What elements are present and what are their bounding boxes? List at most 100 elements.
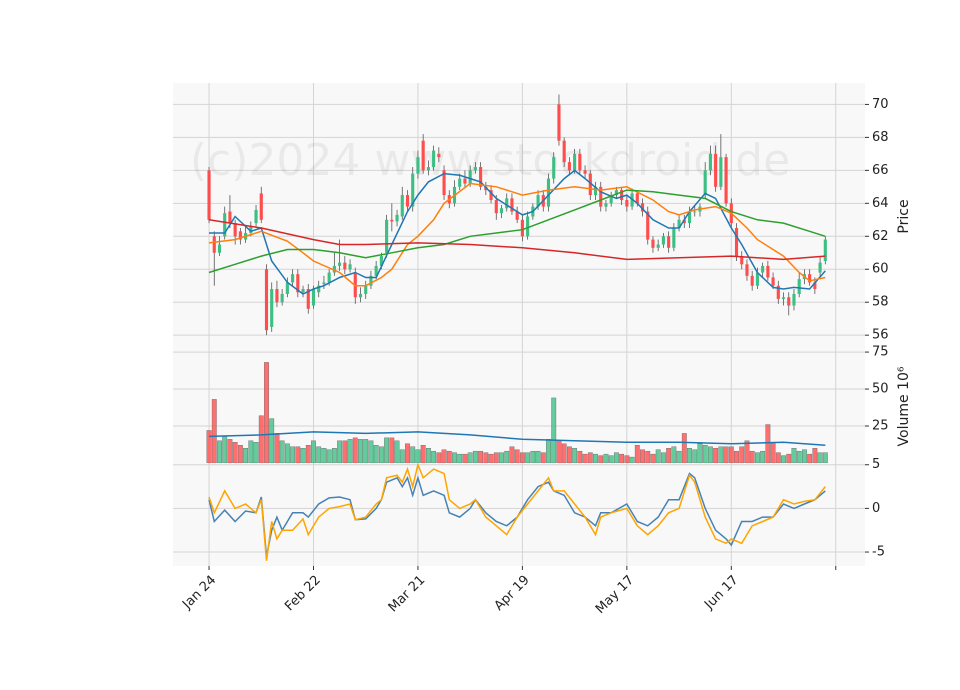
- volume-bar: [358, 439, 363, 464]
- y-tick-label: -5: [872, 545, 885, 560]
- candle-body: [792, 293, 796, 306]
- volume-bar: [645, 450, 651, 464]
- volume-bar: [504, 450, 510, 464]
- candle-body: [740, 256, 744, 265]
- volume-bar: [248, 440, 254, 464]
- volume-bar: [660, 452, 666, 464]
- candle-body: [468, 170, 472, 184]
- candle-body: [317, 285, 321, 293]
- line: [208, 182, 826, 287]
- candle-body: [771, 277, 775, 286]
- volume-bar: [807, 453, 813, 464]
- volume-bar: [525, 452, 531, 464]
- volume-bar: [619, 453, 625, 464]
- volume-bar: [337, 440, 343, 464]
- volume-bar: [781, 455, 786, 464]
- volume-bar: [258, 415, 264, 464]
- volume-bar: [436, 452, 442, 464]
- volume-bar: [713, 448, 719, 464]
- volume-bar: [629, 456, 635, 464]
- volume-bar: [593, 453, 598, 464]
- y-tick-label: 66: [872, 163, 889, 178]
- candle-body: [724, 157, 728, 204]
- candle-body: [708, 153, 712, 171]
- candle-body: [687, 211, 692, 224]
- volume-bar: [566, 446, 572, 464]
- candle-body: [285, 282, 289, 294]
- volume-bar: [363, 439, 369, 464]
- candle-body: [797, 279, 801, 294]
- candle-body: [734, 228, 739, 257]
- candle-body: [703, 170, 707, 196]
- panel-background: [173, 83, 865, 350]
- y-tick-label: 68: [872, 130, 889, 145]
- candle-body: [463, 178, 467, 184]
- y-tick-label: 56: [872, 328, 889, 343]
- candle-body: [264, 269, 269, 331]
- volume-bar: [300, 448, 306, 464]
- y-tick-label: 62: [872, 229, 889, 244]
- volume-bar: [264, 362, 269, 464]
- candle-body: [588, 173, 592, 196]
- volume-bar: [509, 446, 515, 464]
- volume-bar: [222, 436, 228, 464]
- volume-bar: [290, 446, 296, 464]
- candle-body: [761, 265, 765, 273]
- candle-body: [552, 157, 556, 179]
- candle-body: [526, 216, 530, 237]
- volume-bar: [702, 445, 708, 464]
- candle-body: [640, 203, 645, 212]
- volume-bar: [530, 450, 536, 464]
- volume-bar: [295, 446, 301, 464]
- volume-bar: [796, 450, 802, 464]
- volume-bar: [431, 450, 437, 464]
- volume-bar: [734, 450, 739, 464]
- candle-body: [338, 262, 342, 266]
- volume-bar: [598, 455, 604, 464]
- volume-bar: [749, 450, 755, 464]
- candle-body: [520, 219, 524, 237]
- candle-body: [238, 231, 242, 240]
- candle-body: [379, 256, 383, 266]
- volume-bar: [697, 443, 703, 464]
- candle-body: [672, 228, 676, 248]
- y-tick-label: 0: [872, 501, 880, 516]
- volume-bar: [284, 443, 290, 464]
- volume-bar: [420, 445, 426, 464]
- candle-body: [599, 186, 603, 207]
- candle-body: [620, 190, 624, 201]
- volume-bar: [760, 450, 766, 464]
- volume-bar: [561, 443, 567, 464]
- volume-bar: [499, 452, 504, 464]
- volume-bar: [551, 397, 557, 464]
- volume-bar: [546, 439, 551, 464]
- candle-body: [505, 198, 509, 209]
- volume-bar: [269, 418, 275, 464]
- volume-bar: [305, 445, 311, 464]
- volume-bar: [243, 448, 249, 464]
- candle-body: [473, 167, 477, 171]
- volume-bar: [723, 446, 729, 464]
- line: [208, 462, 826, 561]
- candle-body: [677, 219, 681, 229]
- volume-bar: [640, 449, 645, 464]
- line: [208, 189, 826, 274]
- volume-bar: [331, 448, 337, 464]
- volume-bar: [378, 446, 384, 464]
- candle-body: [646, 211, 650, 240]
- volume-bar: [681, 433, 687, 464]
- candle-body: [212, 236, 216, 253]
- candle-body: [661, 236, 665, 245]
- candle-body: [369, 275, 373, 286]
- volume-bar: [472, 450, 478, 464]
- candle-body: [311, 289, 316, 306]
- candle-body: [494, 200, 498, 214]
- candle-body: [609, 195, 613, 204]
- candle-body: [562, 140, 566, 163]
- candle-body: [416, 157, 420, 174]
- volume-bar: [373, 445, 379, 464]
- volume-bar: [483, 452, 489, 464]
- candle-body: [515, 211, 519, 220]
- y-tick-label: 70: [872, 97, 889, 112]
